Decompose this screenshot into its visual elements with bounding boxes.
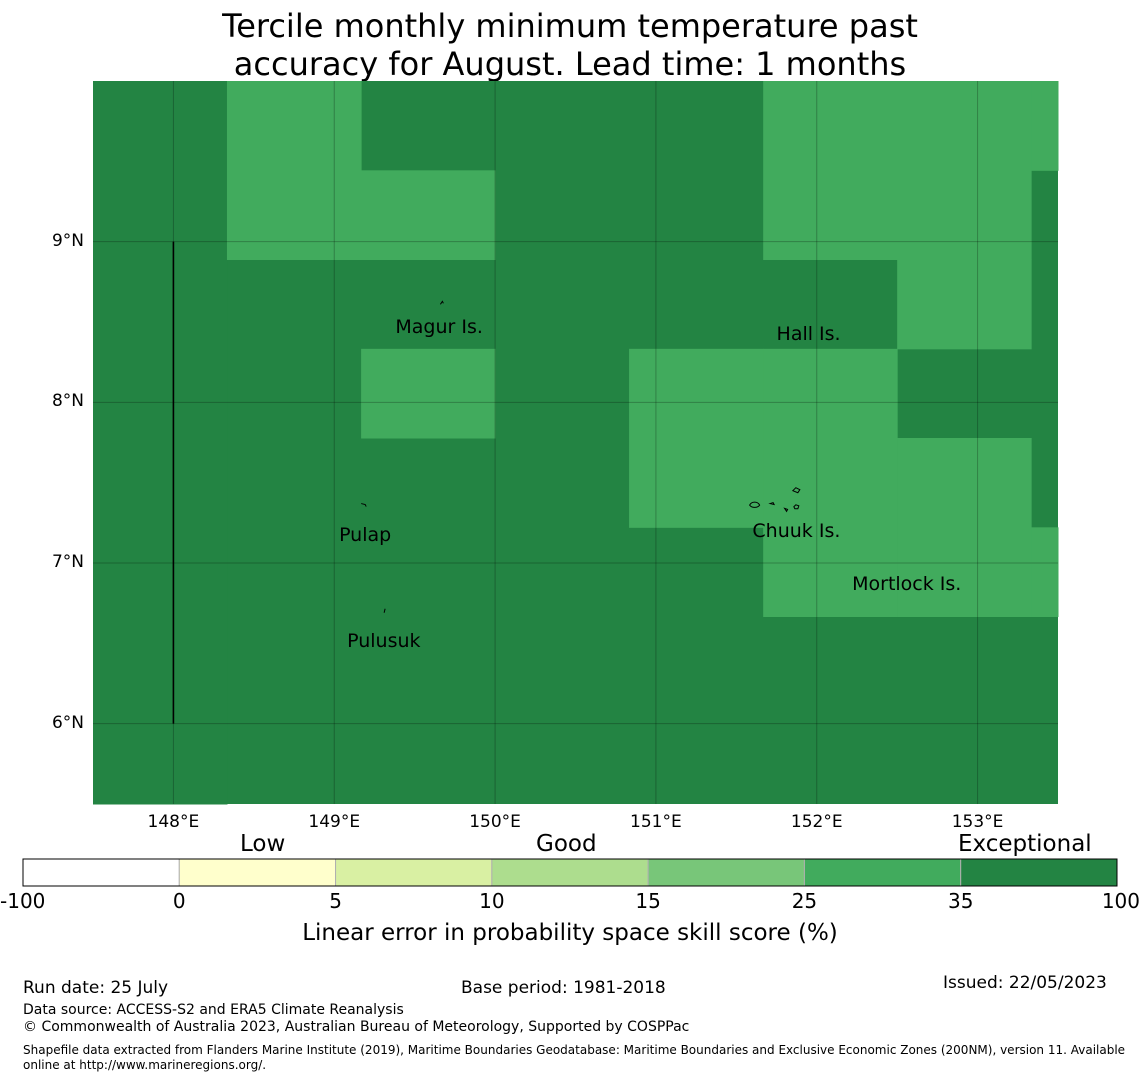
colorbar-title: Linear error in probability space skill … [302,920,838,946]
skill-cell-0 [93,81,228,805]
skill-cell-9 [897,438,1032,618]
skill-cell-10 [1031,527,1059,618]
skill-grid-cells [93,81,1059,805]
island-outline-7 [793,504,800,510]
y-tick-label: 7°N [51,552,84,572]
x-tick-label: 153°E [951,812,1004,832]
place-label: Magur Is. [395,316,483,339]
colorbar-tick-label: 35 [947,889,974,913]
x-tick-label: 151°E [630,812,682,832]
x-tick-label: 150°E [469,812,521,832]
map-title-line1: Tercile monthly minimum temperature past [222,7,918,45]
shapefile-credit-line2: online at http://www.marineregions.org/. [23,1058,267,1072]
island-outline-4 [768,501,776,506]
y-tick-label: 6°N [51,712,84,733]
copyright-notice: © Commonwealth of Australia 2023, Austra… [23,1019,690,1035]
skill-cell-3 [361,348,496,439]
island-outline-1 [361,503,367,507]
place-label: Pulap [339,523,392,546]
colorbar-tick-label: 25 [791,889,818,913]
place-label: Hall Is. [776,322,841,345]
shapefile-credit-line1: Shapefile data extracted from Flanders M… [23,1043,1126,1057]
colorbar-tick-label: 0 [172,889,186,913]
island-outline-6 [791,487,801,494]
island-outline-2 [383,608,386,613]
issued-date: Issued: 22/05/2023 [943,973,1107,993]
island-outline-3 [749,501,761,508]
colorbar-swatch-0 [22,858,180,887]
colorbar-swatches [22,858,1118,887]
colorbar-swatch-4 [647,858,805,887]
colorbar-frame [22,858,1118,887]
colorbar-tick-label: 15 [635,889,661,913]
x-tick-label: 149°E [308,812,361,832]
data-source: Data source: ACCESS-S2 and ERA5 Climate … [23,1002,404,1018]
category-exceptional: Exceptional [958,831,1092,857]
colorbar-swatch-2 [335,858,493,887]
lat-lon-gridlines [93,81,1058,804]
run-date: Run date: 25 July [23,978,169,998]
colorbar-swatch-1 [178,858,337,887]
colorbar-tick-label: -100 [0,889,46,913]
place-label: Mortlock Is. [852,573,962,596]
skill-cell-5 [763,348,898,618]
base-period: Base period: 1981-2018 [461,978,666,998]
x-tick-label: 152°E [790,812,843,832]
colorbar-swatch-6 [960,858,1118,887]
colorbar-swatch-3 [491,858,649,887]
colorbar-tick-label: 10 [479,889,505,913]
category-good: Good [536,831,597,857]
island-outline-0 [439,300,444,305]
place-label: Chuuk Is. [752,520,841,543]
map-title-line2: accuracy for August. Lead time: 1 months [233,45,907,83]
skill-cell-1 [226,81,362,261]
coastlines [361,300,801,613]
colorbar-swatch-5 [803,858,962,887]
y-tick-label: 9°N [51,230,84,251]
island-outline-5 [783,507,789,513]
colorbar-tick-label: 5 [329,889,342,913]
x-tick-label: 148°E [147,812,200,832]
y-tick-label: 8°N [51,391,84,412]
skill-cell-7 [1031,81,1059,171]
skill-cell-8 [897,259,1032,350]
skill-cell-2 [361,170,496,261]
skill-cell-4 [629,348,764,528]
colorbar-tick-label: 100 [1101,889,1140,913]
place-label: Pulusuk [347,629,421,652]
category-low: Low [240,831,286,857]
skill-cell-6 [763,81,1032,261]
